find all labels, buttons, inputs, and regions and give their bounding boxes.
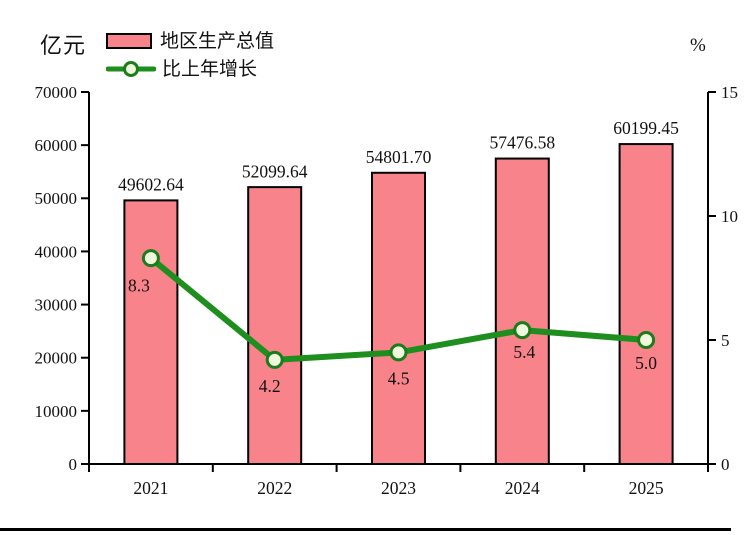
left-axis-tick-label: 50000	[35, 189, 78, 208]
bottom-divider-line	[0, 528, 731, 531]
x-tick-label-2025: 2025	[629, 478, 664, 498]
x-tick-label-2022: 2022	[257, 478, 292, 498]
left-axis-tick-label: 10000	[35, 402, 78, 421]
bar-value-label-2025: 60199.45	[613, 118, 679, 138]
bar-value-label-2024: 57476.58	[489, 133, 555, 153]
bar-2022	[247, 186, 303, 465]
line-marker-glyph	[105, 61, 157, 77]
left-axis-tick-label: 60000	[35, 136, 78, 155]
growth-marker-2021	[141, 249, 160, 268]
left-axis-tick-label: 30000	[35, 296, 78, 315]
left-axis-tick-label: 40000	[35, 242, 78, 261]
growth-value-label-2021: 8.3	[128, 275, 150, 295]
left-axis-unit-label: 亿元	[40, 33, 87, 58]
legend-entry-growth: 比上年增长	[105, 55, 274, 83]
growth-value-label-2023: 4.5	[388, 369, 410, 389]
bar-value-label-2023: 54801.70	[366, 147, 432, 167]
legend-entry-gdp: 地区生产总值	[106, 27, 274, 55]
bar-swatch-icon	[106, 33, 152, 49]
line-marker-swatch-icon	[105, 60, 157, 78]
bar-value-label-2021: 49602.64	[118, 175, 184, 195]
right-axis-tick-label: 10	[721, 207, 738, 226]
x-tick-label-2021: 2021	[133, 478, 168, 498]
bar-legend-label: 地区生产总值	[160, 30, 275, 52]
left-axis-tick-label: 0	[69, 455, 78, 474]
right-axis-tick-label: 15	[721, 83, 738, 102]
line-legend-label: 比上年增长	[162, 58, 258, 80]
growth-marker-2023	[389, 343, 408, 362]
bar-2023	[371, 171, 426, 466]
chart-legend: 地区生产总值 比上年增长	[105, 27, 274, 83]
left-axis-tick-label: 20000	[35, 349, 78, 368]
bar-2025	[618, 143, 674, 465]
right-axis-unit-label: %	[690, 35, 706, 56]
growth-marker-2022	[265, 350, 284, 369]
right-axis-tick-label: 5	[721, 331, 730, 350]
left-axis-tick-label: 70000	[35, 83, 78, 102]
right-axis-tick-label: 0	[721, 455, 730, 474]
growth-value-label-2022: 4.2	[259, 376, 281, 396]
bar-2021	[123, 199, 179, 465]
growth-marker-2025	[637, 331, 656, 349]
bar-value-label-2022: 52099.64	[242, 161, 308, 181]
x-tick-label-2023: 2023	[381, 478, 416, 498]
x-tick-label-2024: 2024	[505, 478, 540, 498]
bar-2024	[494, 157, 550, 465]
growth-marker-2024	[513, 321, 532, 340]
growth-value-label-2025: 5.0	[635, 353, 657, 373]
growth-value-label-2024: 5.4	[513, 342, 535, 362]
